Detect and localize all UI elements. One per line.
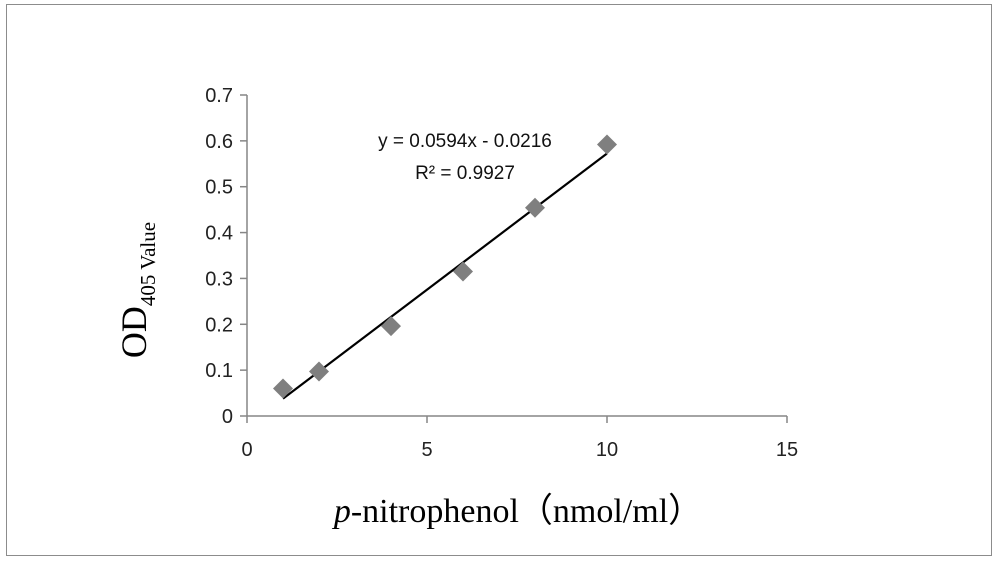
x-axis: 0 5 10 15 — [241, 416, 798, 461]
data-point-marker — [597, 135, 617, 155]
y-tick-label: 0.6 — [205, 131, 233, 153]
y-axis: 0 0.1 0.2 0.3 0.4 0.5 0.6 0.7 — [205, 85, 247, 428]
trendline-equation: y = 0.0594x - 0.0216 — [378, 131, 552, 152]
y-axis-title-subscript: 405 — [136, 275, 160, 307]
y-axis-title: OD405 Value — [114, 222, 160, 358]
trendline-group — [283, 154, 607, 399]
y-tick-label: 0.7 — [205, 85, 233, 107]
data-point-marker — [273, 378, 293, 398]
x-axis-title: p-nitrophenol（nmol/ml） — [332, 492, 702, 530]
x-axis-title-italic: p — [332, 493, 351, 530]
y-axis-title-main: OD — [114, 306, 154, 358]
data-point-marker — [381, 316, 401, 336]
x-axis-title-main: -nitrophenol（nmol/ml） — [351, 492, 702, 530]
data-point-marker — [309, 362, 329, 382]
y-tick-label: 0.5 — [205, 177, 233, 199]
y-tick-label: 0.1 — [205, 360, 233, 382]
y-tick-label: 0.4 — [205, 223, 233, 245]
y-tick-label: 0.2 — [205, 314, 233, 336]
x-tick-label: 0 — [241, 439, 252, 461]
x-tick-label: 10 — [596, 439, 618, 461]
r-squared-label: R² = 0.9927 — [415, 163, 515, 184]
y-axis-title-suffix: Value — [136, 222, 160, 275]
x-tick-label: 15 — [776, 439, 798, 461]
data-point-marker — [525, 198, 545, 218]
y-tick-label: 0 — [222, 406, 233, 428]
x-tick-label: 5 — [421, 439, 432, 461]
trendline — [283, 154, 607, 399]
data-point-marker — [453, 262, 473, 282]
y-tick-label: 0.3 — [205, 268, 233, 290]
